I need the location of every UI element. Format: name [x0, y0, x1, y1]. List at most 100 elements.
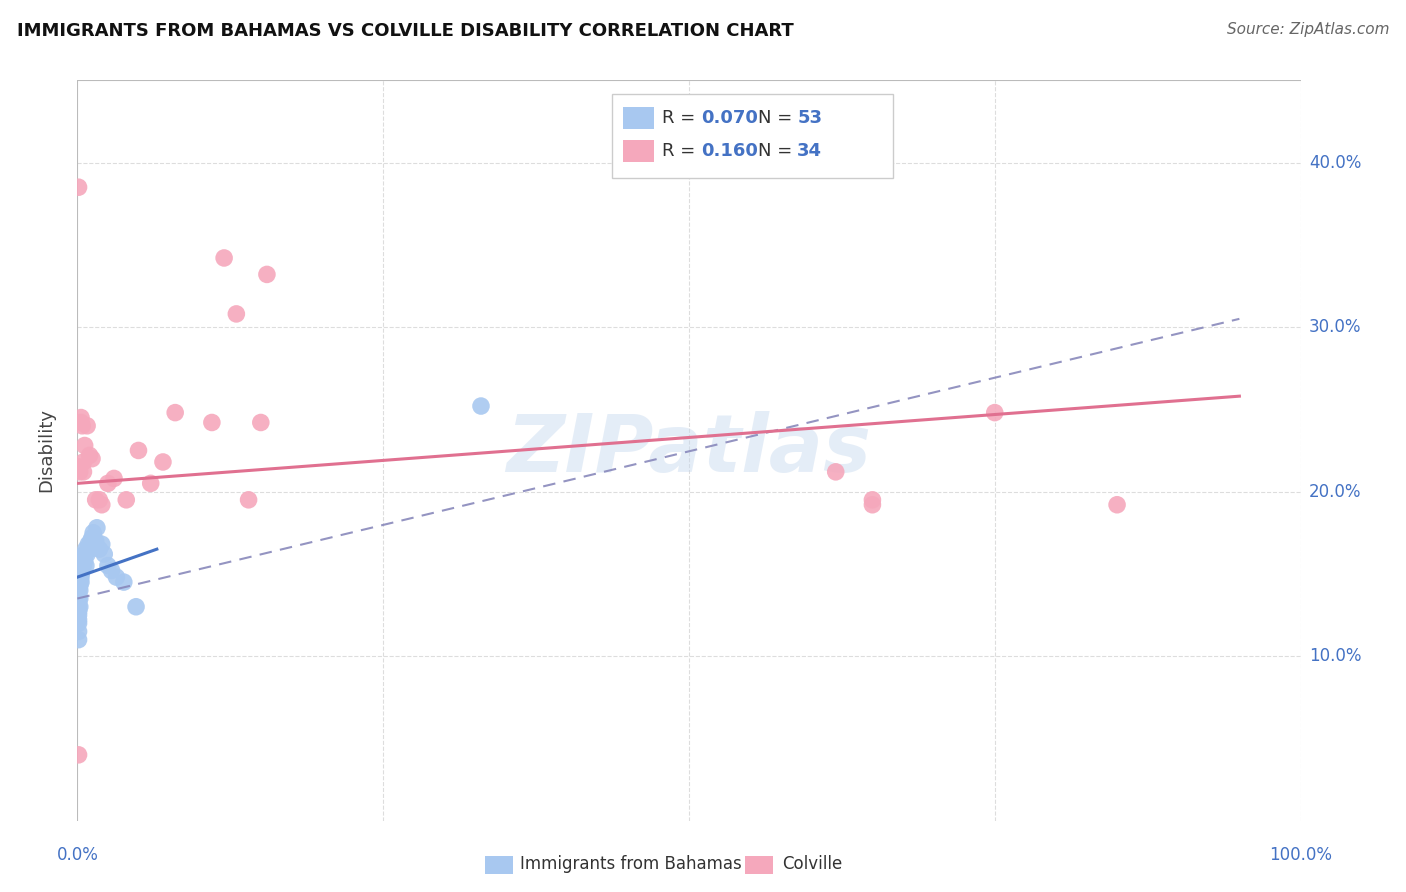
Point: [70, 554, 93, 568]
Point: [72, 465, 94, 479]
Point: [89, 542, 111, 557]
Point: [67, 624, 90, 639]
Point: [80, 451, 103, 466]
Point: [127, 443, 149, 458]
Point: [77, 537, 100, 551]
Point: [75, 558, 97, 573]
Point: [70, 564, 93, 578]
Point: [75, 542, 97, 557]
Point: [70, 550, 93, 565]
Text: ZIPatlas: ZIPatlas: [506, 411, 872, 490]
Point: [67, 607, 90, 622]
Point: [89, 492, 111, 507]
Point: [225, 307, 247, 321]
Point: [67, 593, 90, 607]
Point: [862, 492, 884, 507]
Point: [67, 613, 90, 627]
Point: [67, 590, 90, 604]
Text: R =: R =: [662, 142, 702, 160]
Point: [67, 632, 90, 647]
Text: N =: N =: [758, 142, 797, 160]
Point: [70, 418, 93, 433]
Text: R =: R =: [662, 109, 702, 127]
Point: [824, 465, 846, 479]
Point: [70, 558, 93, 573]
Point: [70, 410, 93, 425]
Point: [139, 476, 162, 491]
Point: [67, 616, 90, 631]
Point: [76, 418, 98, 433]
Point: [70, 566, 93, 581]
Text: 100.0%: 100.0%: [1270, 846, 1331, 863]
Point: [97, 476, 120, 491]
Point: [72, 455, 94, 469]
Point: [70, 575, 93, 590]
Point: [69, 459, 91, 474]
Point: [69, 578, 91, 592]
Point: [69, 599, 91, 614]
Point: [250, 416, 273, 430]
Point: [67, 586, 90, 600]
Point: [67, 747, 90, 762]
Point: [84, 533, 107, 548]
Point: [70, 416, 93, 430]
Point: [201, 416, 224, 430]
Point: [73, 438, 96, 452]
Point: [72, 550, 94, 565]
Point: [90, 537, 112, 551]
Point: [90, 498, 112, 512]
Point: [67, 603, 90, 617]
Point: [238, 492, 260, 507]
Point: [80, 533, 103, 548]
Text: 20.0%: 20.0%: [1309, 483, 1361, 500]
Point: [212, 251, 235, 265]
Text: 53: 53: [797, 109, 823, 127]
Text: 40.0%: 40.0%: [1309, 153, 1361, 171]
Point: [67, 599, 90, 614]
Point: [97, 558, 120, 573]
Point: [69, 465, 91, 479]
Point: [76, 547, 98, 561]
Point: [67, 180, 90, 194]
Point: [105, 570, 128, 584]
Point: [69, 564, 91, 578]
Point: [1107, 498, 1129, 512]
Point: [70, 570, 93, 584]
Point: [72, 558, 94, 573]
Point: [67, 597, 90, 611]
Text: 0.070: 0.070: [702, 109, 758, 127]
Point: [125, 599, 148, 614]
Point: [112, 575, 135, 590]
Point: [69, 575, 91, 590]
Text: Disability: Disability: [38, 409, 56, 492]
Point: [984, 406, 1007, 420]
Point: [69, 566, 91, 581]
Point: [70, 558, 93, 573]
Text: 10.0%: 10.0%: [1309, 647, 1361, 665]
Point: [73, 547, 96, 561]
Text: Colville: Colville: [782, 855, 842, 873]
Point: [69, 583, 91, 598]
Point: [70, 562, 93, 576]
Point: [69, 570, 91, 584]
Point: [100, 564, 122, 578]
Point: [93, 547, 115, 561]
Point: [69, 591, 91, 606]
Text: N =: N =: [758, 109, 797, 127]
Text: 0.160: 0.160: [702, 142, 758, 160]
Point: [862, 498, 884, 512]
Text: Immigrants from Bahamas: Immigrants from Bahamas: [520, 855, 742, 873]
Point: [67, 605, 90, 619]
Point: [82, 525, 104, 540]
Text: 0.0%: 0.0%: [56, 846, 98, 863]
Point: [80, 531, 103, 545]
Text: IMMIGRANTS FROM BAHAMAS VS COLVILLE DISABILITY CORRELATION CHART: IMMIGRANTS FROM BAHAMAS VS COLVILLE DISA…: [17, 22, 793, 40]
Point: [103, 471, 125, 485]
Point: [256, 268, 278, 282]
Point: [84, 492, 107, 507]
Text: Source: ZipAtlas.com: Source: ZipAtlas.com: [1226, 22, 1389, 37]
Point: [67, 583, 90, 598]
Point: [152, 455, 174, 469]
Text: 30.0%: 30.0%: [1309, 318, 1361, 336]
Text: 34: 34: [797, 142, 823, 160]
